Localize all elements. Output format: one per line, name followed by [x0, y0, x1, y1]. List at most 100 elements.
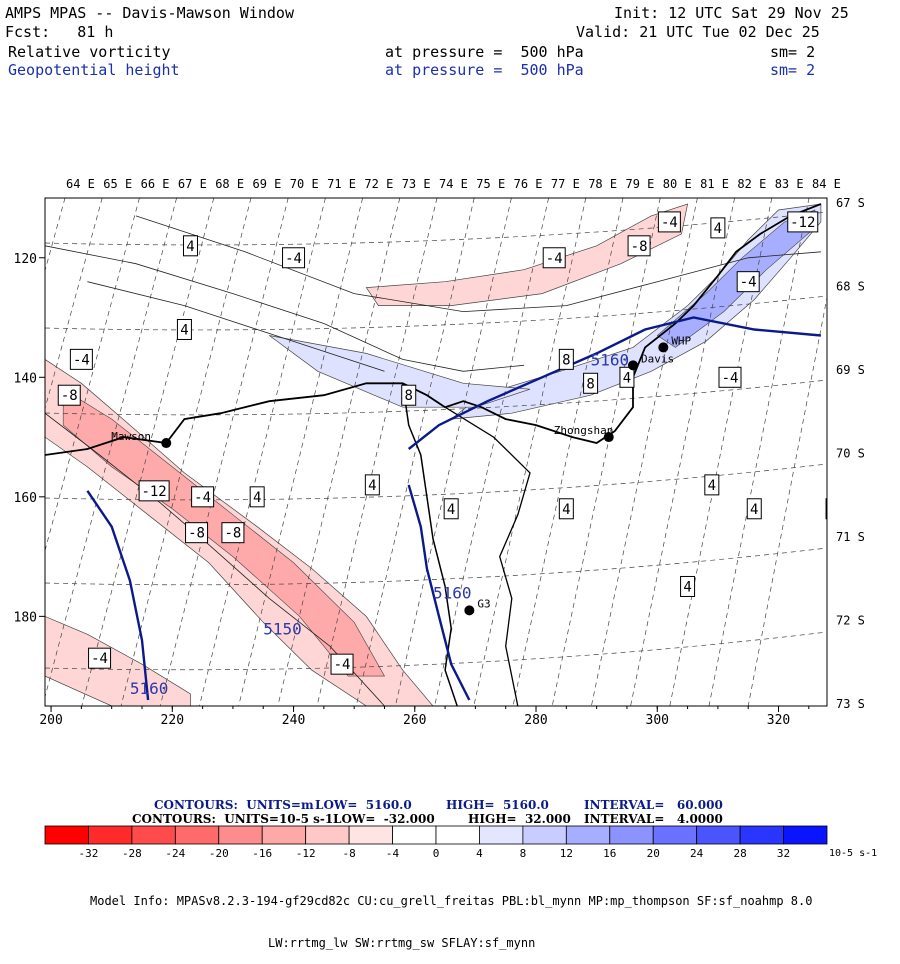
vorticity-label-box [176, 318, 192, 340]
vorticity-label-text: -12 [790, 215, 815, 231]
ice-shelf-edge [444, 406, 531, 706]
vorticity-label-box [401, 384, 417, 406]
colorbar-tick-label: -16 [252, 847, 272, 860]
colorbar-tick-label: -12 [296, 847, 316, 860]
colorbar-tick-label: 16 [603, 847, 616, 860]
vorticity-contours [45, 215, 821, 706]
vorticity-label-text: 4 [253, 490, 261, 506]
x-tick-label: 300 [646, 713, 669, 728]
lat-lon-grid [45, 128, 827, 706]
vorticity-label: 4 [249, 486, 265, 508]
vorticity-label: 4 [619, 366, 635, 388]
station-label: WHP [671, 334, 691, 347]
vorticity-contour-high: HIGH= 32.000 [468, 812, 571, 826]
vorticity-label: 4 [443, 498, 459, 520]
vorticity-label-box [364, 474, 380, 496]
colorbar-swatch [522, 825, 567, 845]
station-zhongshan: Zhongshan [554, 424, 614, 443]
vorticity-label: 4 [182, 235, 198, 257]
longitude-label: 65 E [103, 177, 132, 191]
y-tick-label: 160 [14, 491, 37, 506]
colorbar-tick-label: 24 [690, 847, 704, 860]
vorticity-label-text: -4 [722, 370, 739, 386]
colorbar-swatch [305, 825, 350, 845]
parallel-line [45, 631, 827, 671]
colorbar-units: 10-5 s-1 [829, 848, 877, 859]
longitude-label: 76 E [514, 177, 543, 191]
vorticity-label: -12 [138, 480, 170, 502]
y-axis: 120 140 160 180 [14, 252, 45, 625]
colorbar-swatch [609, 825, 654, 845]
meridian-line [551, 198, 661, 706]
vorticity-label-box [787, 211, 819, 233]
vorticity-label: -4 [330, 653, 354, 675]
vorticity-contour-interval: INTERVAL= 4.0000 [584, 812, 723, 826]
vorticity-label-box [443, 498, 459, 520]
plot-title: AMPS MPAS -- Davis-Mawson Window [5, 4, 294, 22]
negative-vorticity-region-1 [365, 203, 689, 306]
vorticity-label-text: 4 [623, 370, 631, 386]
longitude-label: 68 E [215, 177, 244, 191]
colorbar-swatch [783, 825, 828, 845]
longitude-label: 81 E [700, 177, 729, 191]
colorbar-swatch [131, 825, 176, 845]
vorticity-label-box [182, 235, 198, 257]
plot-frame [44, 197, 828, 707]
longitude-label: 78 E [588, 177, 617, 191]
station-marker [161, 438, 172, 449]
vorticity-label-text: -4 [285, 251, 302, 267]
vorticity-label: -12 [787, 211, 819, 233]
field1-name: Relative vorticity [8, 43, 171, 61]
vorticity-label-text: 4 [714, 221, 722, 237]
colorbar-swatch [261, 825, 307, 845]
vorticity-label-box [627, 235, 651, 257]
meridian-line [473, 198, 587, 706]
vorticity-label-text: -4 [546, 251, 563, 267]
model-info-line2: LW:rrtmg_lw SW:rrtmg_sw SFLAY:sf_mynn [268, 936, 536, 950]
vorticity-label: 4 [680, 575, 696, 597]
map-plot: 64 E 65 E 66 E 67 E 68 E 69 E 70 E 71 E 72 E 73 E… [14, 128, 878, 860]
vorticity-label-text: -4 [194, 490, 211, 506]
valid-time: Valid: 21 UTC Tue 02 Dec 25 [576, 23, 820, 41]
vorticity-label-box [249, 486, 265, 508]
station-label: Mawson [111, 430, 151, 443]
height-contour-5160 [407, 484, 471, 701]
negative-vorticity-region-2 [45, 616, 191, 706]
colorbar-tick-label: 0 [433, 847, 440, 860]
vorticity-contour-line [135, 215, 821, 313]
y-tick-label: 120 [14, 252, 37, 267]
x-tick-label: 200 [39, 713, 62, 728]
vorticity-labels: -4 4 -12-8-44-4-44-4 88 4 -4-8 8-12 -4 44 44 44 4-8… [57, 211, 827, 675]
vorticity-label: 4 [710, 217, 726, 239]
station-davis: Davis [628, 352, 674, 371]
field2-name: Geopotential height [8, 61, 180, 79]
colorbar-swatch [392, 825, 437, 845]
parallel-line [45, 128, 827, 160]
station-marker [628, 360, 639, 371]
vorticity-label-box [330, 653, 354, 675]
field2-smoothing: sm= 2 [770, 61, 816, 79]
station-marker [603, 432, 614, 443]
x-tick-label: 240 [282, 713, 305, 728]
positive-vorticity-region-1 [269, 335, 531, 408]
height-label: 5160 [591, 350, 630, 369]
vorticity-label: 8 [401, 384, 417, 406]
colorbar-swatch [44, 825, 89, 845]
field2-level: at pressure = 500 hPa [385, 61, 584, 79]
colorbar-swatch [348, 825, 393, 845]
colorbar: -32 -28 -24 -20 -16 -12 -8 -4 0 4 8 12 16 20 24 28 32 10-… [44, 825, 877, 860]
meridian-line [630, 198, 735, 706]
vorticity-label: -4 [88, 647, 112, 669]
longitude-label: 83 E [775, 177, 804, 191]
vorticity-shading [45, 203, 822, 706]
vorticity-label: -4 [657, 211, 681, 233]
latitude-label: 67 S [836, 196, 865, 210]
vorticity-label-text: -4 [661, 215, 678, 231]
vorticity-label-text: 4 [708, 478, 716, 494]
meridian-line [199, 198, 326, 706]
vorticity-label: 4 [176, 318, 192, 340]
vorticity-label-box [825, 498, 827, 520]
vorticity-label-text: 4 [368, 478, 376, 494]
latitude-label: 68 S [836, 280, 865, 294]
longitude-label: 75 E [476, 177, 505, 191]
